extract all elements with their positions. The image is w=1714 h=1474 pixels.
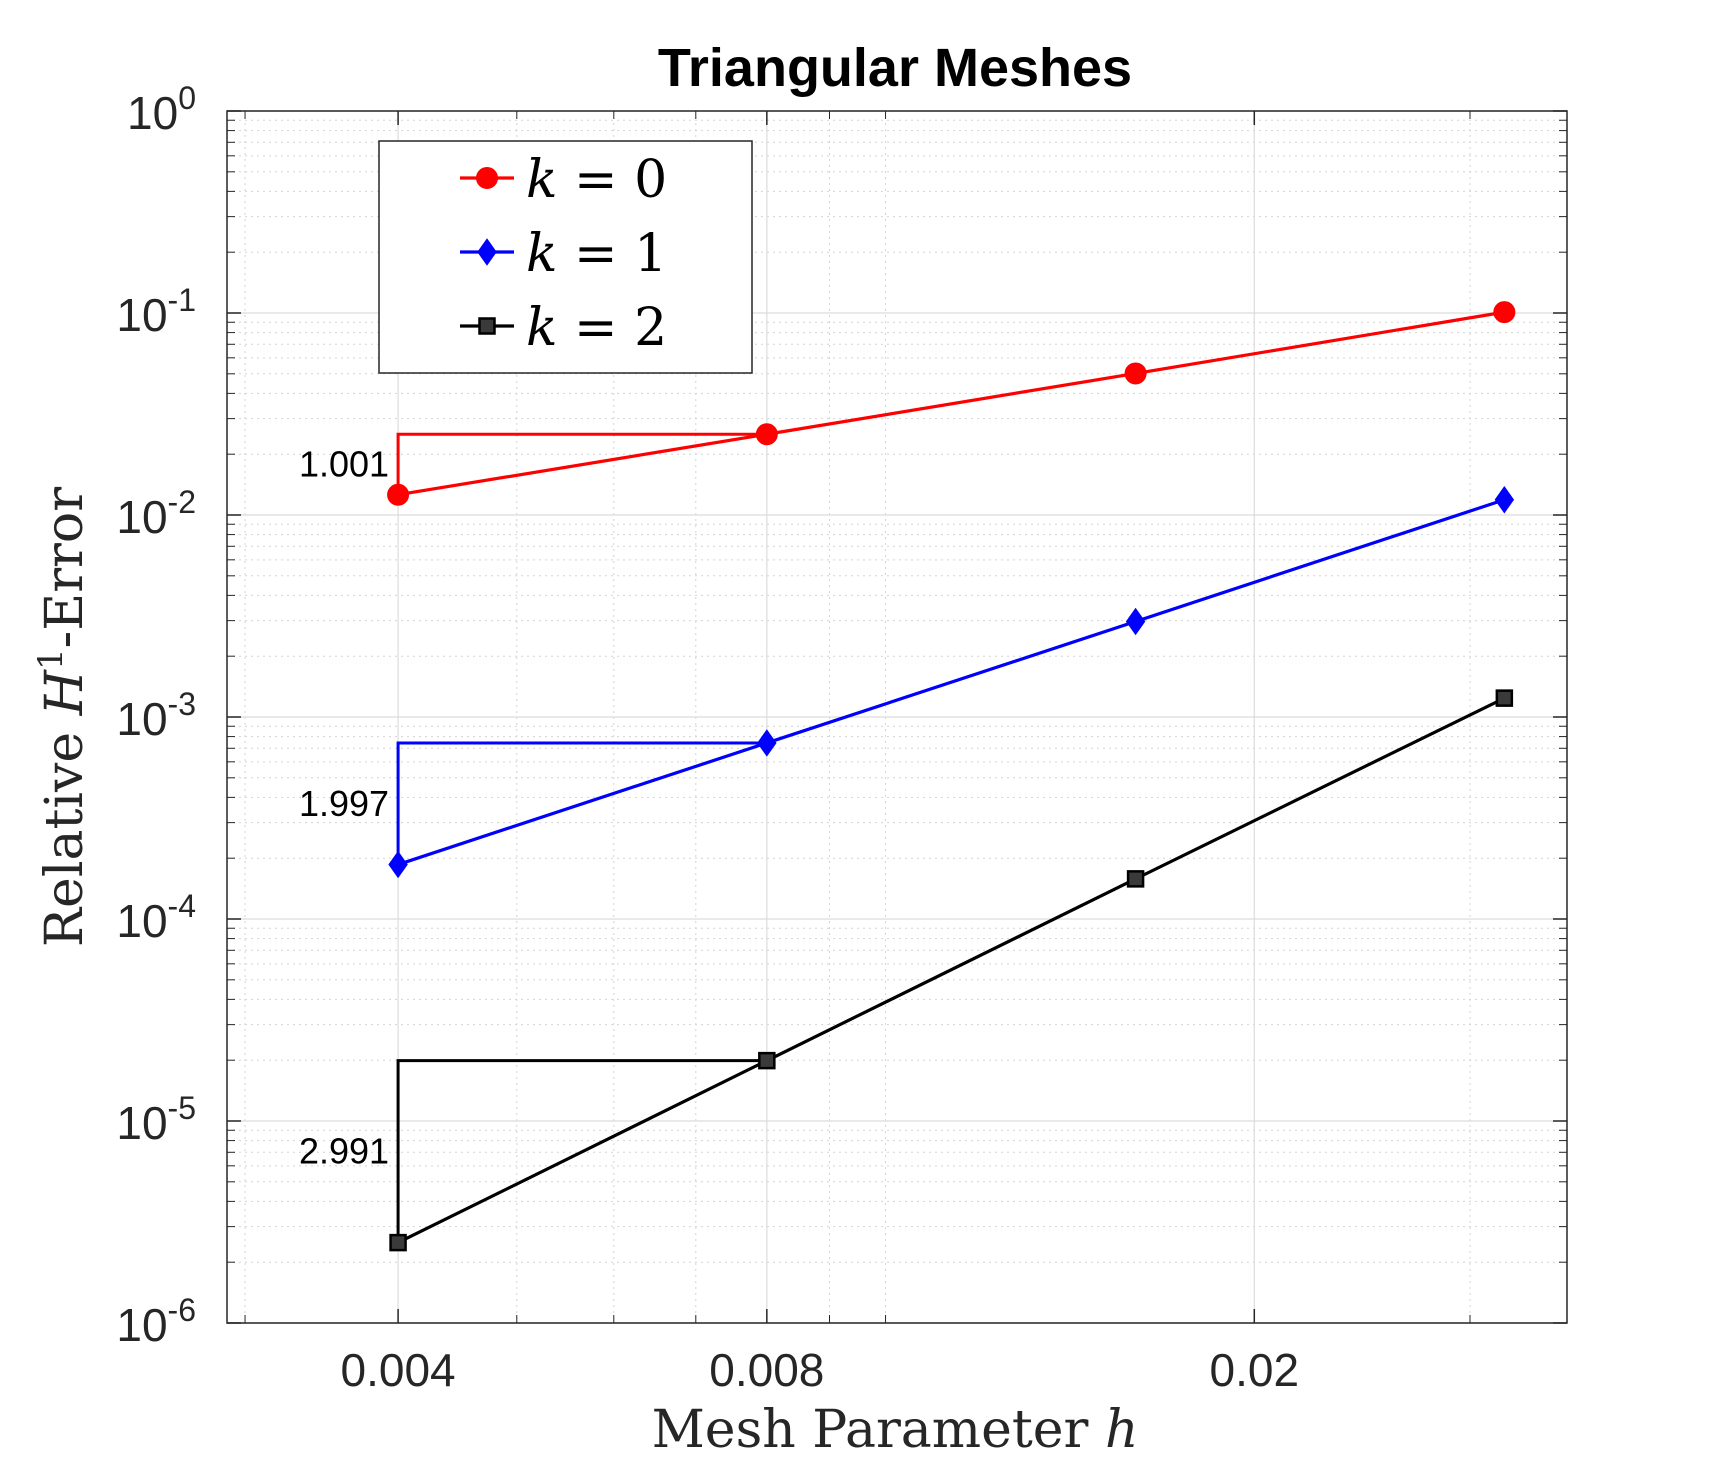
y-tick-label: 10-1 xyxy=(116,282,196,341)
legend-label-eq: = 1 xyxy=(558,224,668,284)
legend-marker xyxy=(476,167,498,189)
slope-triangle xyxy=(396,1059,767,1243)
data-series xyxy=(387,301,1516,1252)
legend-box xyxy=(378,140,753,374)
y-tick-label-exp: -4 xyxy=(168,888,196,924)
y-tick-label-exp: -5 xyxy=(168,1090,196,1126)
y-axis-label-var: H xyxy=(35,668,95,716)
data-point xyxy=(1124,362,1147,385)
y-tick-label: 10-4 xyxy=(116,888,196,947)
data-point xyxy=(1126,870,1145,888)
y-tick-label-base: 10 xyxy=(116,289,167,341)
y-tick-label: 10-3 xyxy=(116,686,196,745)
x-tick-label: 0.02 xyxy=(1210,1344,1300,1396)
series-line xyxy=(397,498,1505,867)
data-point xyxy=(755,423,778,446)
y-tick-label-base: 10 xyxy=(116,693,167,745)
slope-label: 1.001 xyxy=(299,443,389,484)
legend-label: k = 1 xyxy=(526,224,667,284)
series-line xyxy=(397,310,1505,497)
data-point xyxy=(1125,607,1146,636)
y-tick-label-exp: -3 xyxy=(168,686,196,722)
legend-label: k = 2 xyxy=(526,298,667,358)
x-axis-label-text: Mesh Parameter xyxy=(652,1400,1105,1460)
y-tick-label-exp: -6 xyxy=(168,1292,196,1328)
x-tick-label: 0.004 xyxy=(341,1344,456,1396)
legend-marker xyxy=(477,238,497,266)
y-tick-label-exp: -1 xyxy=(168,282,196,318)
data-point xyxy=(1493,301,1516,324)
data-point xyxy=(388,850,408,879)
legend-label-eq: = 2 xyxy=(558,298,668,358)
y-axis-label-suffix: -Error xyxy=(35,487,95,649)
y-tick-label-base: 10 xyxy=(116,1299,167,1351)
y-axis-label-text: Relative xyxy=(35,715,95,947)
y-axis-label-sup: 1 xyxy=(31,648,71,670)
y-tick-label: 10-2 xyxy=(116,484,196,543)
x-axis-label: Mesh Parameter h xyxy=(652,1400,1139,1460)
x-tick-labels: 0.004 0.008 0.02 xyxy=(341,1344,1300,1396)
y-tick-label-exp: 0 xyxy=(178,80,196,116)
y-tick-label-base: 10 xyxy=(127,87,178,139)
slope-triangle xyxy=(396,432,767,495)
data-point xyxy=(1495,689,1514,707)
y-tick-label-exp: -2 xyxy=(168,484,196,520)
data-point xyxy=(389,1233,407,1252)
y-tick-label: 10-5 xyxy=(116,1090,196,1149)
slope-label: 2.991 xyxy=(299,1131,389,1172)
series-line xyxy=(397,696,1506,1245)
y-tick-label: 100 xyxy=(127,80,196,139)
slope-label: 1.997 xyxy=(299,783,389,824)
x-tick-label: 0.008 xyxy=(709,1344,824,1396)
data-point xyxy=(387,483,410,506)
data-point xyxy=(758,1051,776,1070)
tick-marks xyxy=(227,110,1567,1324)
x-axis-label-var: h xyxy=(1105,1400,1139,1460)
slope-triangle xyxy=(396,741,767,865)
chart-title: Triangular Meshes xyxy=(658,38,1132,98)
y-tick-label-base: 10 xyxy=(116,895,167,947)
legend-label-var: k xyxy=(526,224,558,284)
y-tick-label-base: 10 xyxy=(116,491,167,543)
axes-frame xyxy=(226,110,1568,1324)
y-tick-label-base: 10 xyxy=(116,1097,167,1149)
data-point xyxy=(1494,486,1515,514)
legend-label-var: k xyxy=(526,298,558,358)
legend: k = 0k = 1k = 2 xyxy=(378,140,753,374)
y-axis-label: Relative H1-Error xyxy=(31,487,95,947)
data-point xyxy=(757,729,777,757)
slope-triangles: 1.001 1.997 2.991 xyxy=(299,432,767,1243)
legend-label: k = 0 xyxy=(526,150,667,210)
legend-label-eq: = 0 xyxy=(558,150,668,210)
legend-marker xyxy=(478,317,496,335)
legend-label-var: k xyxy=(526,150,558,210)
y-tick-label: 10-6 xyxy=(116,1292,196,1351)
